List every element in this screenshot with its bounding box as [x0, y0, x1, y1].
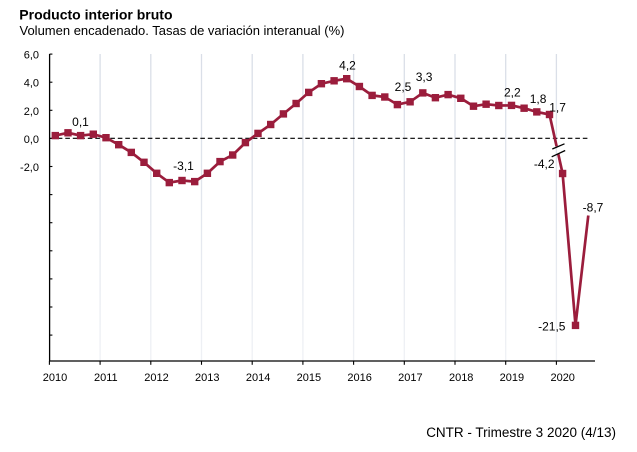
svg-text:3,3: 3,3	[416, 70, 433, 84]
svg-text:2018: 2018	[449, 372, 473, 384]
svg-text:4,2: 4,2	[339, 59, 356, 73]
svg-text:-21,5: -21,5	[538, 320, 566, 334]
svg-text:2014: 2014	[246, 372, 270, 384]
svg-text:-2,0: -2,0	[20, 162, 39, 174]
svg-text:1,7: 1,7	[549, 101, 566, 115]
svg-text:2011: 2011	[94, 372, 118, 384]
svg-text:Producto interior bruto: Producto interior bruto	[19, 7, 172, 23]
svg-text:-4,2: -4,2	[534, 157, 555, 171]
svg-text:CNTR - Trimestre 3 2020 (4/13): CNTR - Trimestre 3 2020 (4/13)	[426, 425, 616, 440]
svg-text:2,5: 2,5	[395, 80, 412, 94]
svg-text:2013: 2013	[195, 372, 219, 384]
svg-text:2016: 2016	[347, 372, 371, 384]
svg-text:6,0: 6,0	[24, 50, 39, 62]
svg-text:2020: 2020	[550, 372, 574, 384]
svg-text:-8,7: -8,7	[583, 200, 604, 214]
svg-text:4,0: 4,0	[24, 78, 39, 90]
svg-text:Volumen encadenado. Tasas de v: Volumen encadenado. Tasas de variación i…	[20, 23, 345, 38]
svg-text:0,1: 0,1	[72, 115, 89, 129]
svg-text:2,2: 2,2	[504, 86, 521, 100]
svg-text:2017: 2017	[398, 372, 422, 384]
svg-text:1,8: 1,8	[530, 92, 547, 106]
svg-text:2,0: 2,0	[24, 106, 39, 118]
svg-text:2019: 2019	[500, 372, 524, 384]
svg-text:2010: 2010	[43, 372, 67, 384]
svg-text:2012: 2012	[144, 372, 168, 384]
svg-text:-3,1: -3,1	[173, 159, 194, 173]
svg-text:0,0: 0,0	[24, 134, 39, 146]
svg-text:2015: 2015	[297, 372, 321, 384]
